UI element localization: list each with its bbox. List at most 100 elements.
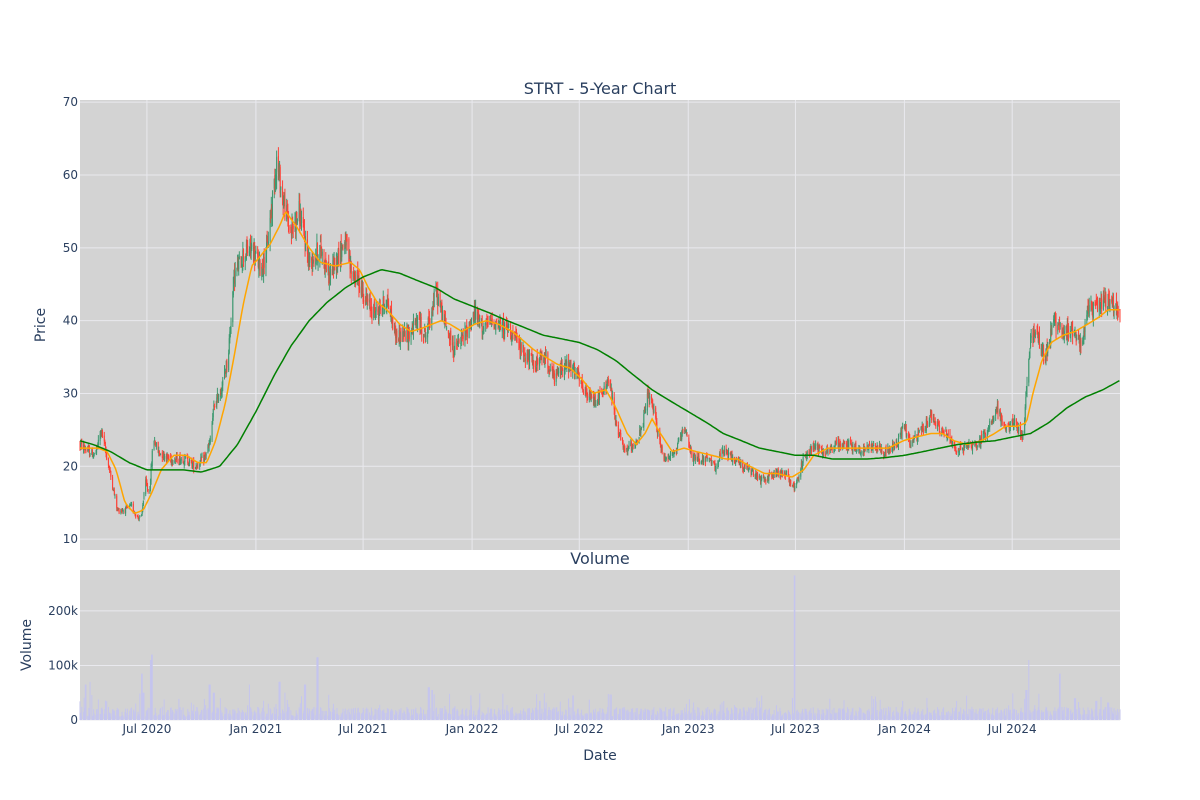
candle-down (953, 441, 955, 447)
candle-down (242, 249, 244, 260)
candle-down (428, 318, 430, 324)
candle-up (84, 449, 86, 451)
volume-bar (640, 708, 642, 720)
volume-bar (706, 716, 708, 720)
volume-bar (652, 712, 654, 720)
candle-down (126, 506, 128, 508)
volume-bar (478, 709, 480, 720)
candle-up (192, 463, 194, 466)
candle-down (1037, 330, 1039, 335)
candle-down (713, 462, 715, 465)
volume-bar (251, 711, 253, 720)
candle-up (1029, 350, 1031, 355)
candle-up (744, 464, 746, 469)
volume-bar (245, 712, 247, 720)
candle-down (323, 254, 325, 265)
volume-bar (891, 716, 893, 720)
candle-down (549, 370, 551, 374)
candle-up (402, 331, 404, 342)
volume-bar (172, 711, 174, 720)
candle-down (808, 451, 810, 453)
candle-down (388, 304, 390, 309)
volume-bar (858, 711, 860, 720)
volume-bar (515, 714, 517, 720)
volume-bar (184, 716, 186, 720)
volume-bar (392, 710, 394, 720)
candle-down (465, 332, 467, 334)
candle-up (1082, 336, 1084, 339)
candle-down (103, 435, 105, 442)
volume-bar (823, 712, 825, 720)
volume-bar (96, 709, 98, 720)
candle-down (839, 442, 841, 445)
volume-bar (909, 711, 911, 720)
candle-up (775, 471, 777, 475)
volume-bar (407, 708, 409, 720)
candle-up (1076, 337, 1078, 340)
volume-bar (1013, 709, 1015, 720)
candle-up (580, 380, 582, 382)
candle-up (328, 274, 330, 282)
candle-down (284, 199, 286, 217)
volume-bar (350, 708, 352, 720)
candle-down (138, 517, 140, 520)
volume-bar (860, 709, 862, 720)
volume-bar (1107, 702, 1109, 720)
volume-bar (971, 706, 973, 720)
candle-up (398, 329, 400, 344)
volume-bar (626, 710, 628, 720)
volume-bar (881, 710, 883, 720)
candle-up (410, 331, 412, 338)
volume-bar (446, 711, 448, 720)
candle-up (855, 451, 857, 453)
candle-up (273, 179, 275, 189)
candle-down (469, 324, 471, 327)
candle-up (508, 323, 510, 325)
volume-bar (259, 713, 261, 720)
volume-bar (954, 713, 956, 720)
volume-bar (274, 713, 276, 720)
volume-bar (963, 709, 965, 720)
candle-up (669, 458, 671, 460)
candle-up (899, 432, 901, 438)
candle-down (1061, 324, 1063, 335)
volume-bar (1067, 708, 1069, 720)
candle-down (168, 456, 170, 459)
candle-up (1041, 348, 1043, 354)
candle-up (427, 329, 429, 338)
volume-bar (421, 713, 423, 720)
candle-down (1001, 418, 1003, 426)
volume-bar (958, 711, 960, 720)
candle-up (1058, 321, 1060, 325)
volume-bar (900, 707, 902, 720)
volume-bar (822, 709, 824, 720)
candle-up (356, 271, 358, 284)
candle-down (108, 465, 110, 469)
candle-down (825, 453, 827, 456)
volume-bar (835, 712, 837, 720)
volume-bar (565, 709, 567, 720)
candle-up (87, 447, 89, 452)
candle-up (420, 318, 422, 333)
volume-bar (696, 715, 698, 720)
volume-bar (561, 715, 563, 720)
volume-bar (1038, 709, 1040, 720)
price-plot-area (80, 100, 1120, 550)
volume-bar (945, 715, 947, 720)
volume-bar (495, 714, 497, 720)
candle-up (598, 391, 600, 400)
candle-up (559, 365, 561, 374)
candle-down (315, 255, 317, 257)
candle-down (639, 430, 641, 432)
candle-up (129, 505, 131, 507)
volume-bar (299, 703, 301, 720)
candle-up (901, 427, 903, 436)
volume-bar (760, 707, 762, 720)
candle-up (847, 440, 849, 450)
candle-down (306, 239, 308, 255)
candle-down (1012, 419, 1014, 424)
candle-up (470, 321, 472, 328)
candle-down (531, 355, 533, 362)
volume-bar (809, 710, 811, 720)
volume-bar (630, 712, 632, 720)
